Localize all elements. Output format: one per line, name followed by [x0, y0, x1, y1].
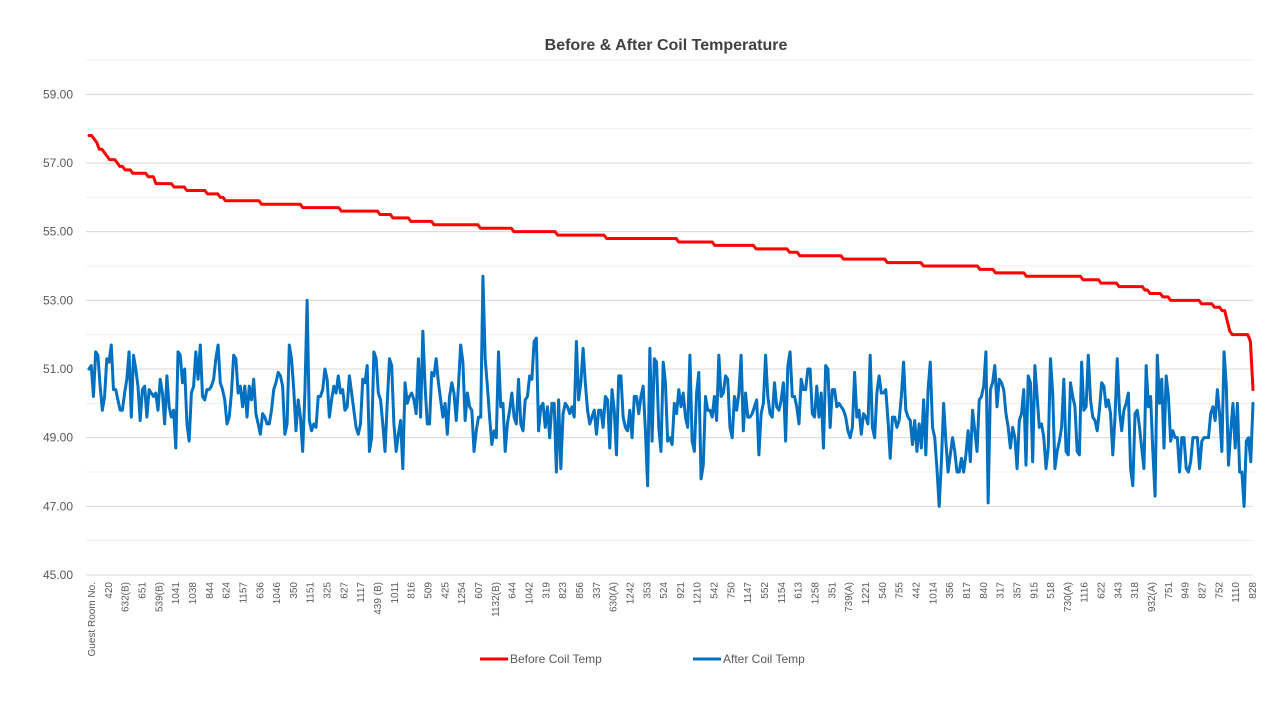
x-tick-label: 343: [1113, 582, 1124, 599]
x-tick-label: 1041: [171, 582, 182, 605]
x-tick-label: 751: [1164, 582, 1175, 599]
x-tick-label: 1132(B): [491, 582, 502, 617]
x-tick-label: 356: [945, 582, 956, 599]
x-tick-label: 607: [474, 582, 485, 599]
series-line-after-coil-temp: [87, 274, 1255, 508]
x-tick-label: 1147: [743, 582, 754, 604]
x-tick-label: Guest Room No.: [87, 582, 98, 656]
x-tick-label: 1242: [625, 582, 636, 605]
x-tick-label: 915: [1029, 582, 1040, 599]
series-lines: [87, 134, 1255, 508]
x-tick-label: 840: [979, 582, 990, 599]
x-tick-label: 613: [794, 582, 805, 599]
x-tick-label: 932(A): [1147, 582, 1158, 612]
series-line-before-coil-temp: [87, 134, 1255, 392]
x-tick-label: 337: [592, 582, 603, 599]
x-tick-label: 624: [222, 582, 233, 599]
x-axis-tick-labels: Guest Room No. 420 632(B) 651 539(B) 1041 1038…: [87, 582, 1259, 657]
x-tick-label: 1221: [861, 582, 872, 605]
x-tick-label: 632(B): [121, 582, 132, 612]
x-tick-label: 644: [508, 582, 519, 599]
x-tick-label: 542: [710, 582, 721, 599]
x-tick-label: 752: [1214, 582, 1225, 599]
x-tick-label: 755: [895, 582, 906, 599]
x-tick-label: 823: [558, 582, 569, 599]
x-tick-label: 827: [1198, 582, 1209, 599]
x-tick-label: 325: [323, 582, 334, 599]
x-tick-label: 319: [541, 582, 552, 599]
x-tick-label: 353: [642, 582, 653, 599]
x-tick-label: 844: [205, 582, 216, 599]
x-tick-label: 357: [1012, 582, 1023, 599]
y-tick-label: 53.00: [43, 293, 73, 307]
legend-label-before-coil-temp: Before Coil Temp: [510, 652, 602, 666]
x-tick-label: 552: [760, 582, 771, 599]
y-tick-label: 55.00: [43, 225, 73, 239]
x-tick-label: 828: [1248, 582, 1259, 599]
x-tick-label: 1210: [693, 582, 704, 605]
x-tick-label: 518: [1046, 582, 1057, 599]
y-tick-label: 45.00: [43, 568, 73, 582]
y-tick-label: 59.00: [43, 87, 73, 101]
gridlines: [86, 59, 1253, 576]
x-tick-label: 1258: [811, 582, 822, 605]
legend: Before Coil Temp After Coil Temp: [480, 652, 805, 666]
chart-title: Before & After Coil Temperature: [545, 37, 788, 54]
x-tick-label: 730(A): [1063, 582, 1074, 612]
x-tick-label: 856: [575, 582, 586, 599]
x-tick-label: 539(B): [154, 582, 165, 612]
x-tick-label: 651: [137, 582, 148, 599]
x-tick-label: 1011: [390, 582, 401, 604]
y-tick-label: 47.00: [43, 499, 73, 513]
x-tick-label: 524: [659, 582, 670, 599]
y-tick-label: 57.00: [43, 156, 73, 170]
x-tick-label: 630(A): [609, 582, 620, 612]
x-tick-label: 636: [255, 582, 266, 599]
x-tick-label: 1157: [238, 582, 249, 604]
x-tick-label: 420: [104, 582, 115, 599]
x-tick-label: 739(A): [844, 582, 855, 612]
x-tick-label: 1110: [1231, 582, 1242, 603]
x-tick-label: 1116: [1080, 582, 1091, 603]
y-tick-label: 49.00: [43, 431, 73, 445]
x-tick-label: 921: [676, 582, 687, 599]
x-tick-label: 750: [726, 582, 737, 599]
x-tick-label: 350: [289, 582, 300, 599]
x-tick-label: 1254: [457, 582, 468, 605]
x-tick-label: 1117: [356, 582, 367, 603]
x-tick-label: 317: [996, 582, 1007, 599]
x-tick-label: 425: [440, 582, 451, 599]
y-axis-tick-labels: 45.00 47.00 49.00 51.00 53.00 55.00 57.00 59.00: [43, 87, 73, 582]
legend-label-after-coil-temp: After Coil Temp: [723, 652, 805, 666]
x-tick-label: 627: [339, 582, 350, 599]
x-tick-label: 1046: [272, 582, 283, 605]
x-tick-label: 318: [1130, 582, 1141, 599]
x-tick-label: 1151: [306, 582, 317, 604]
x-tick-label: 1014: [928, 582, 939, 605]
x-tick-label: 816: [407, 582, 418, 599]
x-tick-label: 509: [424, 582, 435, 599]
x-tick-label: 817: [962, 582, 973, 599]
y-tick-label: 51.00: [43, 362, 73, 376]
x-tick-label: 1154: [777, 582, 788, 604]
x-tick-label: 439 (B): [373, 582, 384, 615]
x-tick-label: 351: [827, 582, 838, 599]
x-tick-label: 540: [878, 582, 889, 599]
x-tick-label: 622: [1097, 582, 1108, 599]
x-tick-label: 442: [911, 582, 922, 599]
x-tick-label: 1038: [188, 582, 199, 605]
x-tick-label: 1042: [524, 582, 535, 605]
x-tick-label: 949: [1181, 582, 1192, 599]
